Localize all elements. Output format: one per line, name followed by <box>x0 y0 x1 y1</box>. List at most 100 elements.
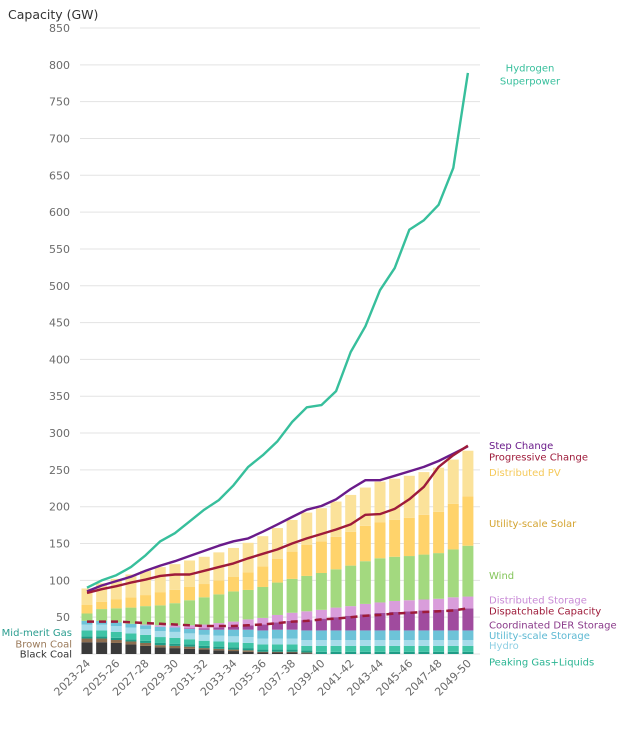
bar-segment-brown-coal <box>228 649 239 652</box>
bar-segment-wind <box>242 589 254 620</box>
bar-segment-utility-scale-storage <box>286 629 298 639</box>
bar-segment-hydro <box>301 640 313 646</box>
bar-segment-utility-scale-storage <box>301 630 313 641</box>
bar-segment-distributed-storage <box>359 603 371 615</box>
bar-segment-peaking-gas-liquids <box>271 649 283 652</box>
bar-segment-mid-merit-gas <box>286 644 298 650</box>
bar-segment-mid-merit-gas <box>110 631 122 638</box>
bar-segment-distributed-storage <box>345 606 357 616</box>
bar-segment-distributed-storage <box>257 617 269 625</box>
bar-segment-distributed-pv <box>257 536 269 567</box>
bar-segment-coordinated-der-storage <box>389 612 401 631</box>
bar-segment-utility-scale-storage <box>345 630 357 641</box>
bar-segment-utility-scale-storage <box>169 627 181 632</box>
bar-segment-peaking-gas-liquids <box>330 651 342 654</box>
bar-segment-mid-merit-gas <box>433 645 445 652</box>
bar-segment-utility-scale-storage <box>389 630 401 641</box>
bar-segment-mid-merit-gas <box>154 637 166 643</box>
bar-segment-coordinated-der-storage <box>286 620 298 630</box>
bar-segment-brown-coal <box>96 638 108 643</box>
bar-segment-distributed-storage <box>447 597 459 610</box>
bar-segment-utility-scale-storage <box>242 629 254 638</box>
bar-segment-distributed-storage <box>403 600 415 612</box>
bar-segment-coordinated-der-storage <box>257 624 269 631</box>
label-dispatchable-capacity: Dispatchable Capacity <box>489 607 601 618</box>
bar-segment-hydro <box>418 640 430 646</box>
bar-segment-black-coal <box>301 653 313 654</box>
bar-segment-utility-scale-storage <box>213 629 225 636</box>
bar-segment-utility-scale-solar <box>184 586 196 601</box>
bar-segment-peaking-gas-liquids <box>213 646 225 649</box>
bar-segment-wind <box>286 578 298 613</box>
bar-segment-hydro <box>140 628 152 635</box>
bar-segment-wind <box>418 554 430 600</box>
bar-segment-brown-coal <box>169 645 181 649</box>
label-line: Superpower <box>500 77 561 88</box>
bar-segment-mid-merit-gas <box>389 645 401 652</box>
bar-segment-mid-merit-gas <box>271 644 283 650</box>
bar-segment-brown-coal <box>154 645 166 648</box>
line-dispatchable-capacity <box>87 607 469 628</box>
bar-segment-utility-scale-solar <box>345 531 357 566</box>
bar-segment-utility-scale-storage <box>359 630 371 641</box>
bar-segment-mid-merit-gas <box>359 645 371 652</box>
bar-segment-utility-scale-solar <box>242 572 254 590</box>
bar-segment-utility-scale-solar <box>359 525 371 562</box>
bar-segment-hydro <box>96 624 108 631</box>
y-axis-title: Capacity (GW) <box>8 7 98 22</box>
bar-segment-distributed-storage <box>169 625 181 628</box>
bar-segment-mid-merit-gas <box>228 642 239 648</box>
bar-segment-hydro <box>81 624 93 631</box>
bar-segment-peaking-gas-liquids <box>462 651 474 654</box>
bar-segment-hydro <box>154 631 166 638</box>
bar-segment-distributed-pv <box>418 472 430 515</box>
bar-segment-black-coal <box>110 642 122 654</box>
bar-segment-utility-scale-solar <box>315 541 327 573</box>
bar-segment-utility-scale-solar <box>110 599 122 609</box>
bar-segment-utility-scale-storage <box>271 629 283 639</box>
bar-segment-wind <box>462 545 474 597</box>
bar-segment-black-coal <box>257 652 269 654</box>
bar-segment-mid-merit-gas <box>242 642 254 649</box>
bar-segment-utility-scale-solar <box>301 545 313 576</box>
bar-segment-distributed-storage <box>330 607 342 618</box>
label-utility-scale-storage: Utility-scale Storage <box>489 631 590 642</box>
y-tick-label: 700 <box>49 132 70 145</box>
bar-segment-distributed-storage <box>433 598 445 610</box>
bar-segment-wind <box>81 613 93 621</box>
y-tick-label: 800 <box>49 59 70 72</box>
bar-segment-coordinated-der-storage <box>184 628 196 629</box>
bar-segment-distributed-storage <box>242 619 254 626</box>
bar-segment-distributed-storage <box>462 596 474 609</box>
bar-segment-utility-scale-solar <box>418 514 430 555</box>
bar-segment-utility-scale-solar <box>257 566 269 587</box>
bar-segment-distributed-storage <box>198 624 210 629</box>
bar-segment-wind <box>403 556 415 601</box>
bar-segment-distributed-storage <box>213 623 225 628</box>
y-tick-label: 150 <box>49 538 70 551</box>
bar-segment-black-coal <box>228 651 239 654</box>
bar-segment-wind <box>228 591 239 622</box>
bar-segment-wind <box>213 594 225 624</box>
bar-segment-coordinated-der-storage <box>433 609 445 631</box>
bar-segment-brown-coal <box>242 650 254 652</box>
gridlines <box>80 27 480 655</box>
bar-segment-wind <box>198 597 210 625</box>
bar-segment-utility-scale-solar <box>374 522 386 559</box>
bar-segment-distributed-pv <box>403 475 415 518</box>
bar-segment-peaking-gas-liquids <box>184 644 196 647</box>
bar-segment-coordinated-der-storage <box>330 617 342 631</box>
bar-segment-mid-merit-gas <box>403 645 415 652</box>
bar-segment-utility-scale-storage <box>462 630 474 641</box>
bar-segment-utility-scale-storage <box>330 630 342 641</box>
y-axis-ticks: 50 100 150 200 250 300 350 400 450 500 550 600 650 70… <box>49 22 70 624</box>
bar-segment-black-coal <box>213 650 225 654</box>
bar-segment-utility-scale-solar <box>169 589 181 604</box>
bar-segment-distributed-pv <box>169 564 181 590</box>
bar-segment-hydro <box>359 640 371 646</box>
bar-segment-peaking-gas-liquids <box>301 650 313 653</box>
bar-segment-utility-scale-solar <box>96 601 108 610</box>
bar-segment-brown-coal <box>271 651 283 653</box>
bar-segment-utility-scale-solar <box>433 511 445 554</box>
